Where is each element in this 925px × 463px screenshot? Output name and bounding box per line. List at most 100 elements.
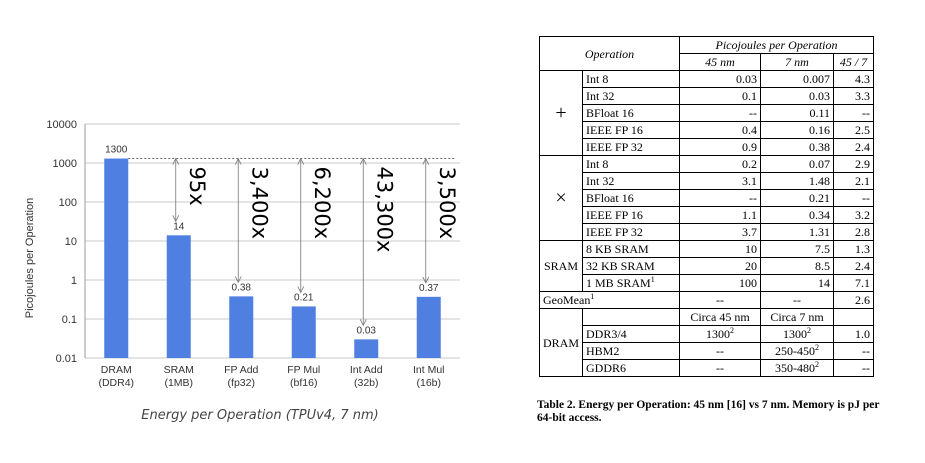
footnote-mark: 1 — [650, 275, 655, 284]
value-7nm: 1.48 — [760, 172, 834, 190]
category-label-line: (32b) — [354, 377, 379, 389]
value-45nm: 1.1 — [679, 206, 761, 224]
ratio-45-7: 4.3 — [833, 70, 874, 88]
ratio-45-7: -- — [833, 342, 874, 360]
y-tick-label: 0.01 — [56, 353, 77, 365]
ratio-45-7: 2.4 — [833, 257, 874, 275]
operation-name: 8 KB SRAM — [582, 240, 680, 258]
category-label: FP Add (fp32) — [224, 364, 258, 389]
y-tick-label: 10 — [65, 236, 77, 248]
footnote-mark: 2 — [730, 326, 734, 335]
table-row: 1 MB SRAM1 100 14 7.1 — [540, 274, 874, 292]
category-label: Int Mul (16b) — [413, 364, 445, 389]
bar — [354, 339, 379, 358]
ratio-45-7: -- — [833, 104, 874, 122]
y-tick-label: 10000 — [46, 119, 77, 131]
value-45nm: 0.4 — [679, 121, 761, 139]
table-row: × Int 8 0.2 0.07 2.9 — [538, 155, 874, 241]
empty-cell — [833, 308, 874, 326]
table-row: 32 KB SRAM 20 8.5 2.4 — [540, 257, 874, 275]
value-45nm: 0.2 — [679, 155, 761, 173]
value-45nm: -- — [679, 359, 761, 377]
col-ratio-header: 45 / 7 — [833, 53, 874, 71]
bar — [104, 158, 129, 358]
footnote-mark: 2 — [815, 360, 819, 369]
category-label-line: (bf16) — [290, 377, 317, 389]
ratio-45-7: 2.8 — [833, 223, 874, 241]
table-row: DDR3/4 13002 13002 1.0 — [540, 325, 874, 343]
ratio-45-7: 2.9 — [833, 155, 874, 173]
ratio-45-7: 2.4 — [833, 138, 874, 156]
geomean-label: GeoMean1 — [539, 291, 680, 309]
value-7nm: 13002 — [760, 325, 834, 343]
table-row: BFloat 16 -- 0.21 -- — [540, 189, 874, 207]
table-row-geomean: GeoMean1 -- -- 2.6 — [539, 291, 874, 309]
value-7nm: 350-4802 — [760, 359, 834, 377]
table-row: HBM2 -- 250-4502 -- — [540, 342, 874, 360]
ratio-45-7: 1.0 — [833, 325, 874, 343]
col-7nm-header: 7 nm — [760, 53, 834, 71]
category-label-line: (DDR4) — [98, 377, 134, 389]
value-45nm: 0.1 — [679, 87, 761, 105]
arrow-head-down — [234, 276, 242, 284]
category-label: DRAM (DDR4) — [98, 364, 134, 389]
bar-value-label: 0.21 — [294, 292, 314, 303]
value-7nm: 0.38 — [760, 138, 834, 156]
operation-header: Operation — [539, 36, 680, 71]
value-7nm: 8.5 — [760, 257, 834, 275]
category-label-line: Int Add — [350, 364, 383, 376]
table-row: IEEE FP 32 0.9 0.38 2.4 — [540, 138, 874, 156]
operation-name: 32 KB SRAM — [582, 257, 680, 275]
category-label-line: SRAM — [164, 364, 194, 376]
bar-value-label: 14 — [173, 221, 185, 232]
value-45nm: -- — [679, 104, 761, 122]
value-7nm: 0.007 — [760, 70, 834, 88]
y-axis-label: Picojoules per Operation — [24, 198, 36, 318]
y-tick-labels: 10000 1000 100 10 1 0.1 0.01 — [46, 119, 77, 365]
plus-group-label: + — [538, 70, 584, 156]
value-7nm: 7.5 — [760, 240, 834, 258]
y-tick-label: 1000 — [53, 158, 77, 170]
grid-lines — [84, 123, 460, 359]
value-7nm: 0.03 — [760, 87, 834, 105]
operation-name: IEEE FP 16 — [582, 121, 680, 139]
operation-name: Int 8 — [582, 70, 680, 88]
y-tick-label: 0.1 — [62, 314, 77, 326]
table-caption: Table 2. Energy per Operation: 45 nm [16… — [537, 399, 880, 424]
table-row: Int 32 0.1 0.03 3.3 — [540, 87, 874, 105]
table-row: IEEE FP 16 1.1 0.34 3.2 — [540, 206, 874, 224]
circa-45nm-header: Circa 45 nm — [679, 308, 761, 326]
ratio-45-7: 7.1 — [833, 274, 874, 292]
value-45nm: 100 — [679, 274, 761, 292]
ratio-45-7: 3.2 — [833, 206, 874, 224]
value-45nm: 13002 — [679, 325, 761, 343]
arrow-head-down — [172, 215, 180, 223]
category-label-line: (fp32) — [228, 377, 255, 389]
value-7nm: 1.31 — [760, 223, 834, 241]
arrow-head-up — [234, 157, 242, 165]
category-label: SRAM (1MB) — [164, 364, 194, 389]
category-labels: DRAM (DDR4) SRAM (1MB) FP Add (fp32) FP Mul (bf… — [98, 364, 444, 389]
ratio-45-7: 3.3 — [833, 87, 874, 105]
ratio-label: 43,300x — [372, 167, 396, 253]
ratio-45-7: 2.6 — [833, 291, 874, 309]
operation-name: GDDR6 — [582, 359, 680, 377]
value-45nm: 3.7 — [679, 223, 761, 241]
ratio-45-7: 1.3 — [833, 240, 874, 258]
operation-name: BFloat 16 — [582, 189, 680, 207]
y-tick-label: 1 — [71, 275, 77, 287]
arrow-head-up — [297, 157, 305, 165]
bar-value-label: 0.37 — [419, 283, 439, 294]
picojoules-header: Picojoules per Operation — [679, 36, 874, 54]
value-45nm: -- — [679, 342, 761, 360]
table-row: SRAM 8 KB SRAM 10 7.5 1.3 — [538, 240, 874, 292]
arrow-head-up — [172, 157, 180, 165]
dram-group-label: DRAM — [538, 308, 584, 377]
ratio-45-7: -- — [833, 189, 874, 207]
operation-name: Int 32 — [582, 172, 680, 190]
chart-caption: Energy per Operation (TPUv4, 7 nm) — [141, 408, 379, 423]
ratio-annotations: 95x 3,400x 6,200x 43,300x 3,500x — [128, 157, 459, 327]
table-row: BFloat 16 -- 0.11 -- — [540, 104, 874, 122]
value-7nm: 250-4502 — [760, 342, 834, 360]
circa-7nm-header: Circa 7 nm — [760, 308, 834, 326]
